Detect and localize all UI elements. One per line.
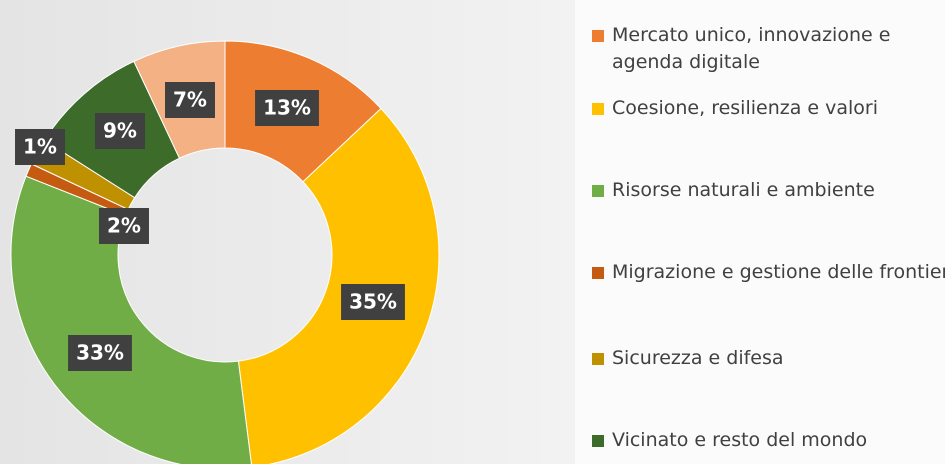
- legend-label: Migrazione e gestione delle frontiere: [612, 261, 945, 283]
- data-label-text: 13%: [263, 96, 311, 120]
- legend-label: Sicurezza e difesa: [612, 347, 784, 369]
- legend-item: Risorse naturali e ambiente: [590, 177, 945, 204]
- data-label-box: [165, 82, 215, 118]
- data-label: 2%: [99, 208, 149, 244]
- data-label: 9%: [95, 113, 145, 149]
- legend-item: Migrazione e gestione delle frontiere: [590, 259, 945, 286]
- data-label-text: 1%: [23, 135, 57, 159]
- legend: Mercato unico, innovazione e agenda digi…: [575, 0, 945, 464]
- legend-item: Sicurezza e difesa: [590, 345, 945, 372]
- legend-swatch: [592, 267, 604, 279]
- data-label-box: [255, 90, 319, 126]
- legend-swatch: [592, 30, 604, 42]
- data-label-text: 35%: [349, 290, 397, 314]
- legend-item: Vicinato e resto del mondo: [590, 427, 945, 454]
- data-label-box: [99, 208, 149, 244]
- donut-slice: [10, 175, 252, 464]
- data-label: 1%: [15, 129, 65, 165]
- data-label: 35%: [341, 284, 405, 320]
- data-label-text: 33%: [76, 341, 124, 365]
- data-label-text: 7%: [173, 88, 207, 112]
- data-label: 7%: [165, 82, 215, 118]
- legend-swatch: [592, 435, 604, 447]
- legend-label: Risorse naturali e ambiente: [612, 179, 875, 201]
- legend-label: Coesione, resilienza e valori: [612, 97, 879, 119]
- legend-swatch: [592, 103, 604, 115]
- legend-swatch: [592, 185, 604, 197]
- donut-slice: [237, 107, 440, 464]
- data-label-box: [68, 335, 132, 371]
- donut-area: 13% 35% 33% 1% 2% 9% 7%: [10, 40, 440, 464]
- legend-label: Mercato unico, innovazione e agenda digi…: [612, 24, 891, 73]
- data-label: 13%: [255, 90, 319, 126]
- data-label-box: [15, 129, 65, 165]
- data-label: 33%: [68, 335, 132, 371]
- data-label-text: 2%: [107, 214, 141, 238]
- data-label-box: [341, 284, 405, 320]
- legend-item: Coesione, resilienza e valori: [590, 95, 945, 122]
- data-label-text: 9%: [103, 119, 137, 143]
- legend-item: Mercato unico, innovazione e agenda digi…: [590, 22, 945, 76]
- legend-swatch: [592, 353, 604, 365]
- legend-label: Vicinato e resto del mondo: [612, 429, 868, 451]
- data-label-box: [95, 113, 145, 149]
